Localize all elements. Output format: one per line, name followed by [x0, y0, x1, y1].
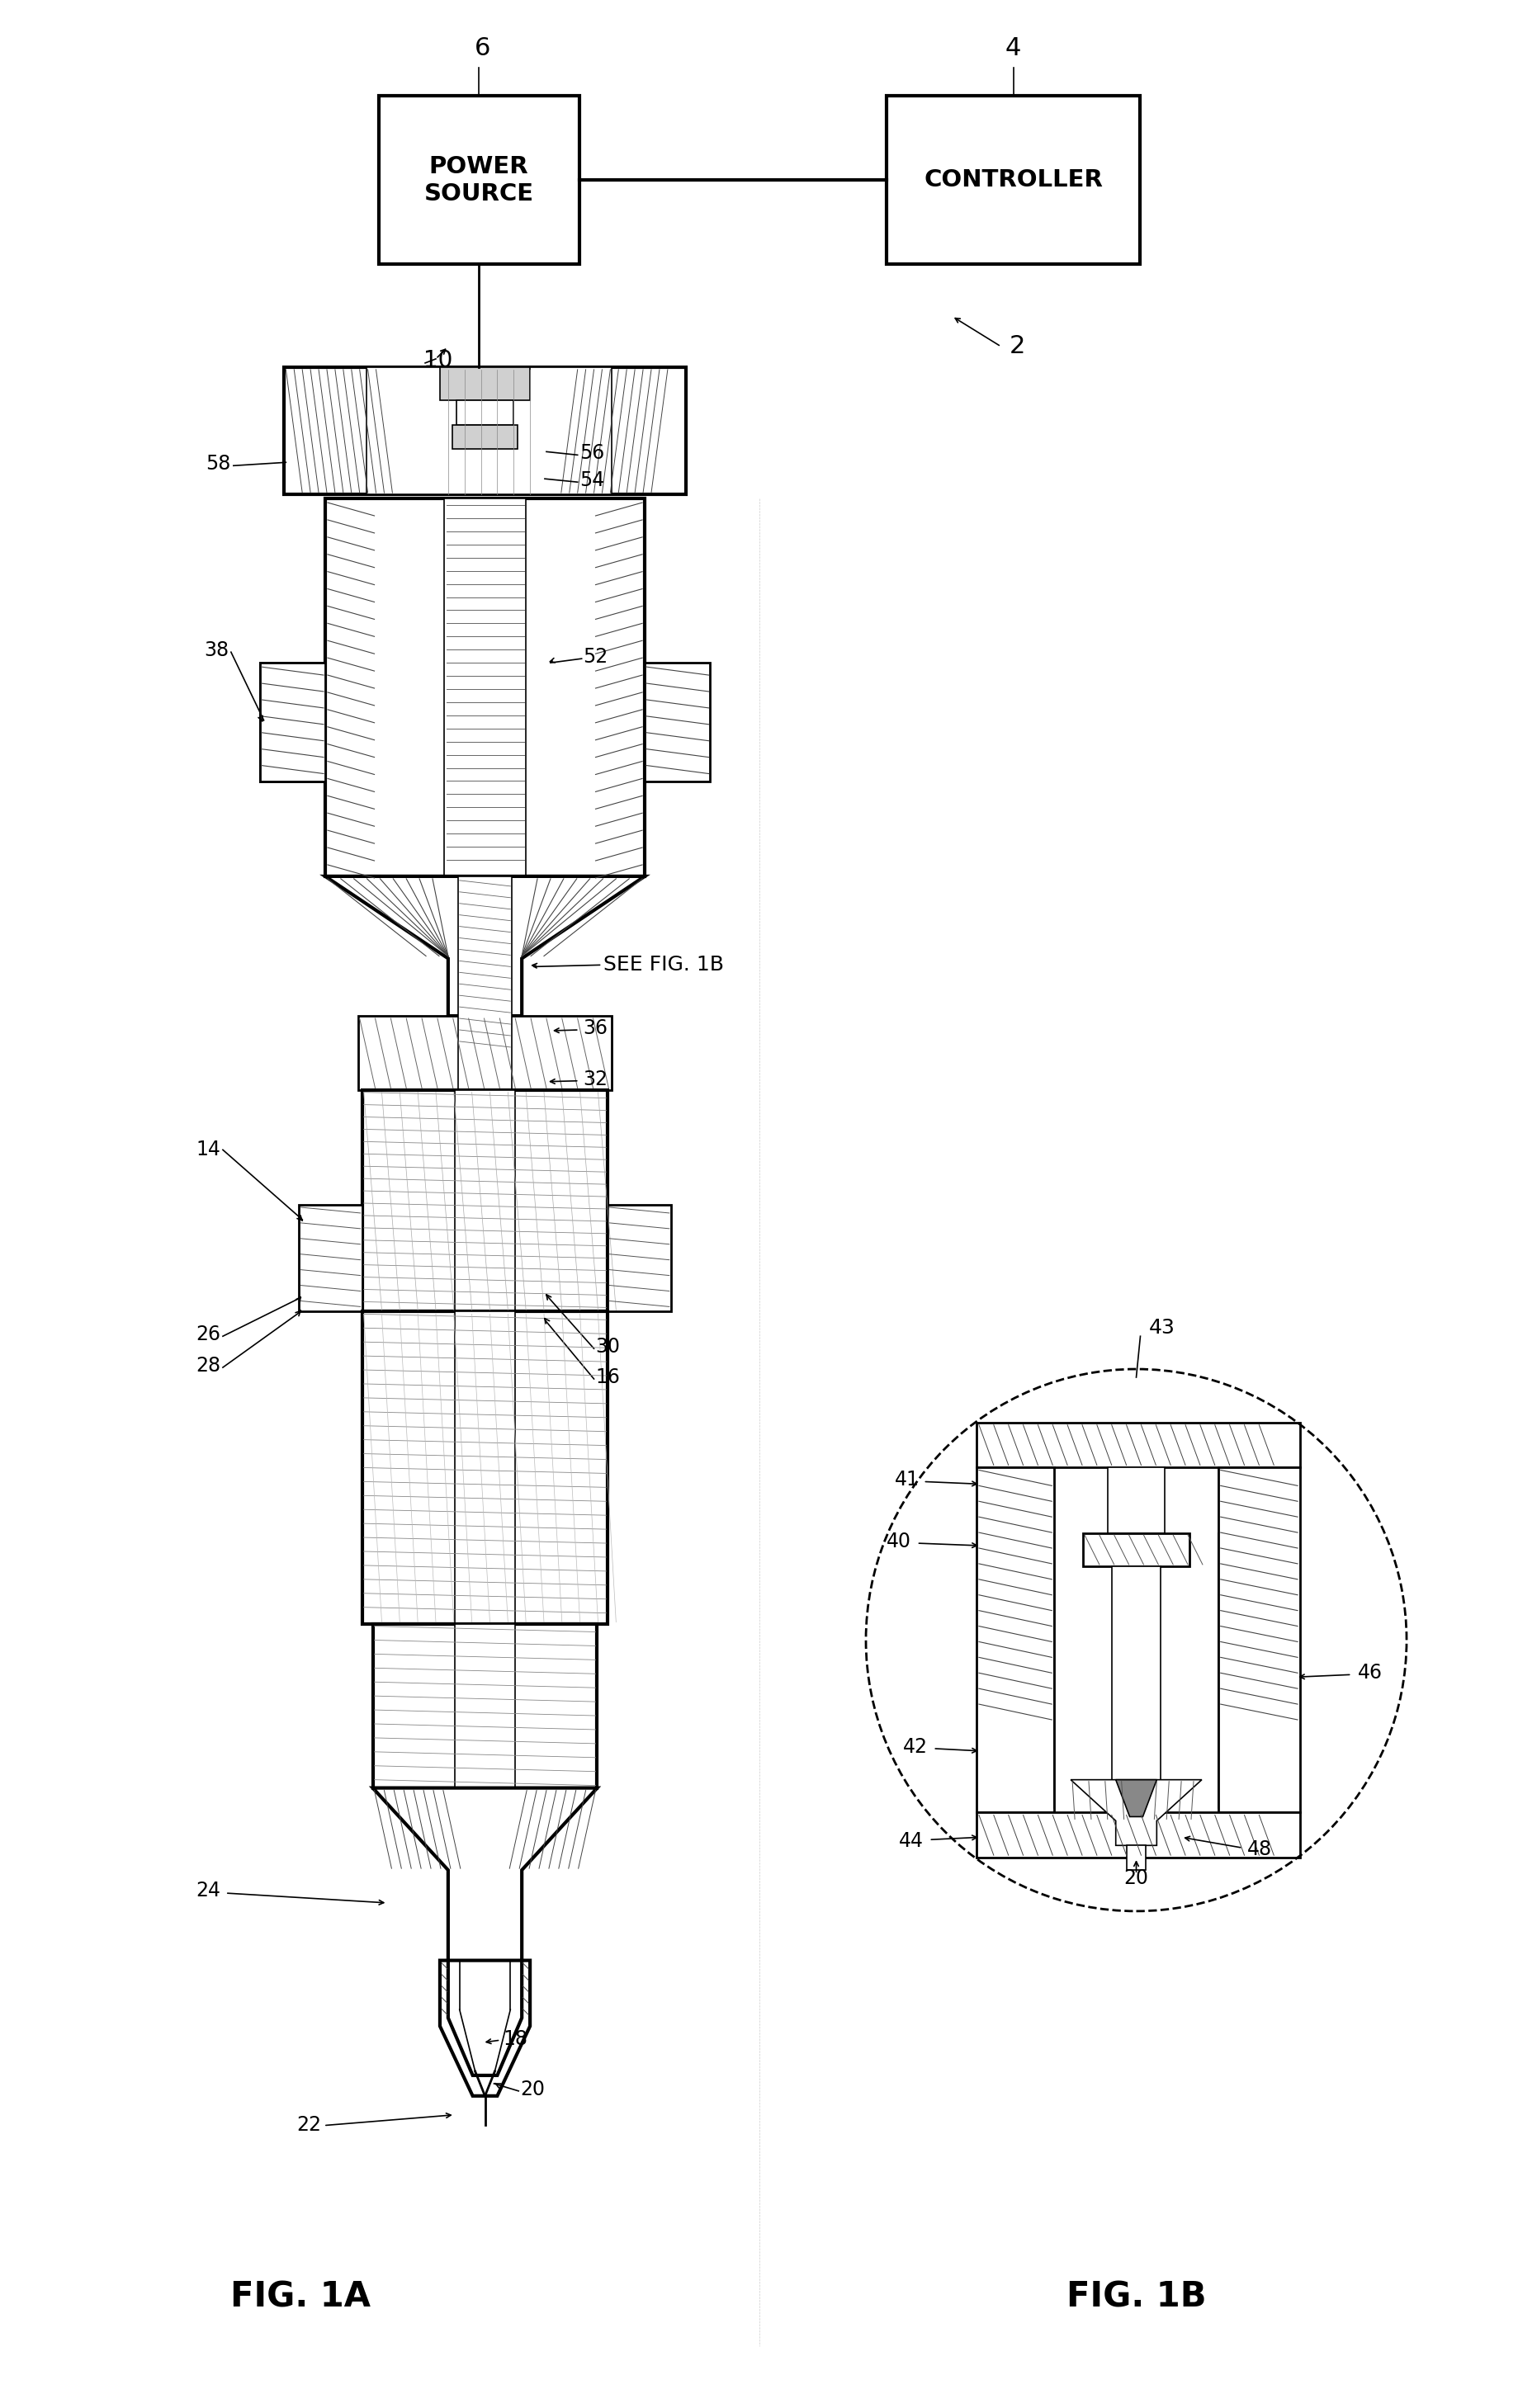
- Text: 22: 22: [296, 2114, 322, 2133]
- Bar: [363, 1091, 607, 1312]
- Bar: [373, 1623, 597, 1789]
- Bar: [887, 96, 1140, 265]
- Text: 30: 30: [595, 1336, 621, 1356]
- Polygon shape: [1116, 1780, 1157, 1816]
- Bar: [457, 400, 513, 424]
- Bar: [455, 1623, 515, 1789]
- Bar: [1108, 1466, 1164, 1534]
- Text: 2: 2: [1009, 335, 1025, 359]
- Polygon shape: [260, 662, 325, 783]
- Text: 46: 46: [1357, 1664, 1383, 1683]
- Bar: [976, 1466, 1055, 1813]
- Bar: [1111, 1565, 1161, 1780]
- Bar: [976, 1813, 1299, 1857]
- Polygon shape: [607, 1204, 671, 1312]
- Text: 48: 48: [1246, 1840, 1272, 1859]
- Text: 36: 36: [583, 1019, 609, 1038]
- Bar: [284, 366, 686, 494]
- Text: 6: 6: [475, 36, 490, 60]
- Text: 54: 54: [580, 470, 604, 491]
- Text: 14: 14: [196, 1139, 220, 1161]
- Text: 20: 20: [1123, 1869, 1149, 1888]
- Text: 43: 43: [1149, 1317, 1175, 1339]
- Polygon shape: [1070, 1780, 1202, 1845]
- Bar: [358, 1016, 612, 1091]
- Text: 44: 44: [899, 1832, 923, 1852]
- Bar: [440, 366, 530, 400]
- Polygon shape: [373, 1789, 597, 1960]
- Bar: [452, 424, 518, 450]
- Polygon shape: [325, 877, 645, 1016]
- Polygon shape: [440, 1960, 530, 2095]
- Text: 20: 20: [521, 2081, 545, 2100]
- Text: 4: 4: [1005, 36, 1022, 60]
- Polygon shape: [299, 1204, 363, 1312]
- Bar: [455, 1312, 515, 1623]
- Text: 28: 28: [196, 1356, 220, 1375]
- Text: FIG. 1B: FIG. 1B: [1066, 2280, 1207, 2314]
- Text: 10: 10: [424, 349, 452, 373]
- Bar: [325, 498, 645, 877]
- Text: 52: 52: [583, 648, 609, 667]
- Bar: [1217, 1466, 1299, 1813]
- Bar: [976, 1423, 1299, 1466]
- Text: 56: 56: [580, 443, 604, 462]
- Bar: [1126, 1845, 1146, 1871]
- Text: 38: 38: [203, 641, 229, 660]
- Bar: [378, 96, 580, 265]
- Bar: [443, 498, 525, 877]
- Text: CONTROLLER: CONTROLLER: [924, 169, 1104, 193]
- Text: SEE FIG. 1B: SEE FIG. 1B: [604, 956, 724, 975]
- Text: 32: 32: [583, 1069, 609, 1088]
- Bar: [363, 1312, 607, 1623]
- Bar: [1082, 1534, 1190, 1565]
- Text: 16: 16: [595, 1368, 621, 1387]
- Polygon shape: [645, 662, 710, 783]
- Text: 42: 42: [903, 1736, 927, 1758]
- Text: POWER
SOURCE: POWER SOURCE: [424, 157, 534, 205]
- Text: 18: 18: [502, 2030, 528, 2049]
- Bar: [260, 662, 325, 783]
- Text: FIG. 1A: FIG. 1A: [231, 2280, 370, 2314]
- Bar: [366, 366, 612, 494]
- Bar: [458, 877, 512, 1091]
- Text: 58: 58: [206, 455, 231, 474]
- Text: 26: 26: [196, 1324, 220, 1344]
- Bar: [455, 1091, 515, 1312]
- Text: 24: 24: [196, 1881, 220, 1900]
- Text: 41: 41: [894, 1469, 920, 1491]
- Text: 40: 40: [887, 1531, 911, 1551]
